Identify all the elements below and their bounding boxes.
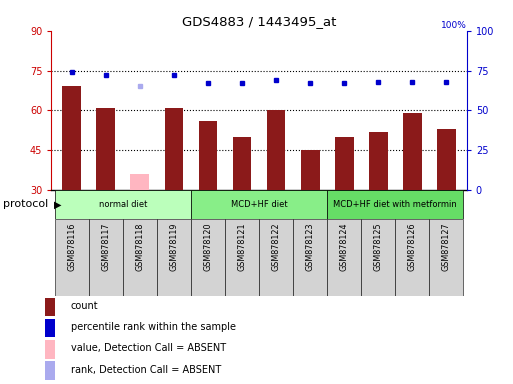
Bar	[259, 219, 293, 296]
Bar	[225, 219, 259, 296]
Bar	[396, 219, 429, 296]
Bar	[55, 190, 191, 219]
Bar	[327, 190, 463, 219]
Bar	[55, 219, 89, 296]
Text: GSM878124: GSM878124	[340, 223, 349, 271]
Bar	[165, 108, 183, 190]
Text: GSM878119: GSM878119	[169, 223, 179, 271]
Text: MCD+HF diet with metformin: MCD+HF diet with metformin	[333, 200, 457, 209]
Text: 100%: 100%	[441, 22, 467, 30]
Text: GSM878117: GSM878117	[101, 223, 110, 271]
Text: GSM878127: GSM878127	[442, 223, 451, 271]
Text: GSM878125: GSM878125	[374, 223, 383, 271]
Bar	[429, 219, 463, 296]
Bar	[293, 219, 327, 296]
Bar	[157, 219, 191, 296]
Text: rank, Detection Call = ABSENT: rank, Detection Call = ABSENT	[71, 364, 221, 375]
Bar	[45, 298, 55, 316]
Text: GSM878123: GSM878123	[306, 223, 314, 271]
Text: GSM878118: GSM878118	[135, 223, 144, 271]
Bar	[301, 150, 320, 190]
Text: MCD+HF diet: MCD+HF diet	[231, 200, 287, 209]
Bar	[191, 190, 327, 219]
Text: normal diet: normal diet	[98, 200, 147, 209]
Bar	[369, 132, 388, 190]
Bar	[199, 121, 218, 190]
Text: GSM878121: GSM878121	[238, 223, 247, 271]
Bar	[267, 111, 285, 190]
Bar	[233, 137, 251, 190]
Bar	[89, 219, 123, 296]
Bar	[63, 86, 81, 190]
Text: GSM878116: GSM878116	[67, 223, 76, 271]
Bar	[45, 340, 55, 359]
Bar	[403, 113, 422, 190]
Bar	[123, 219, 157, 296]
Text: GSM878126: GSM878126	[408, 223, 417, 271]
Bar	[327, 219, 361, 296]
Bar	[45, 361, 55, 380]
Bar	[96, 108, 115, 190]
Text: protocol: protocol	[4, 199, 49, 210]
Bar	[437, 129, 456, 190]
Bar	[335, 137, 353, 190]
Text: count: count	[71, 301, 98, 311]
Bar	[45, 319, 55, 338]
Text: value, Detection Call = ABSENT: value, Detection Call = ABSENT	[71, 343, 226, 354]
Text: ▶: ▶	[54, 199, 62, 210]
Bar	[130, 174, 149, 190]
Bar	[361, 219, 396, 296]
Text: percentile rank within the sample: percentile rank within the sample	[71, 322, 236, 333]
Text: GSM878122: GSM878122	[271, 223, 281, 271]
Title: GDS4883 / 1443495_at: GDS4883 / 1443495_at	[182, 15, 336, 28]
Bar	[191, 219, 225, 296]
Text: GSM878120: GSM878120	[204, 223, 212, 271]
